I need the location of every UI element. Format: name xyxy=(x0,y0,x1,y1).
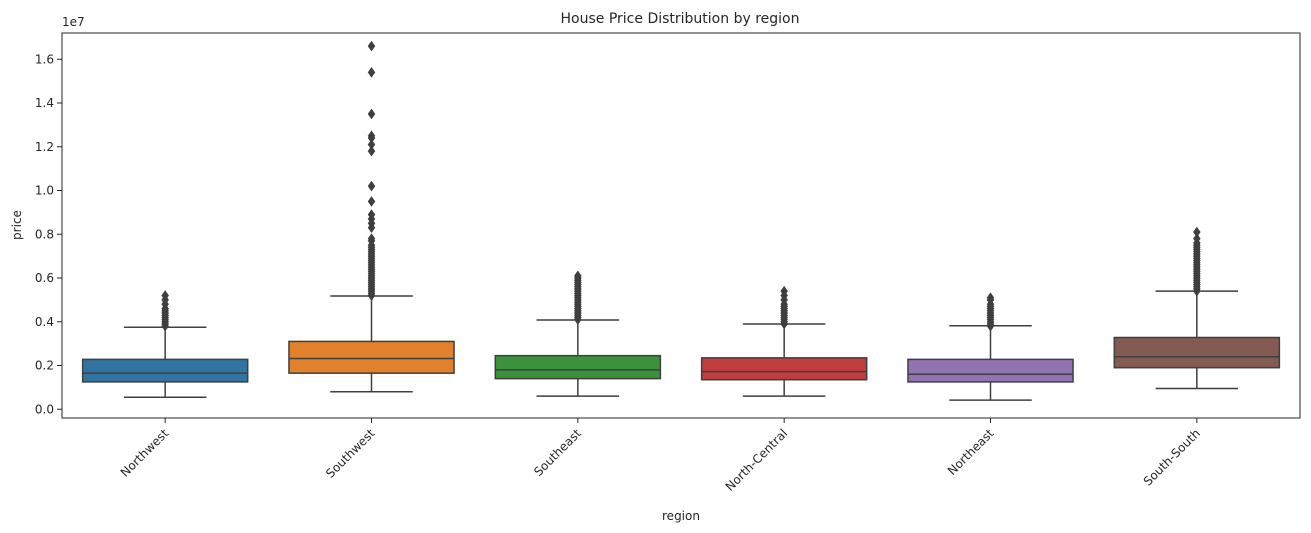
box-group-northeast xyxy=(907,292,1074,401)
outlier-point xyxy=(367,196,376,207)
outlier-point xyxy=(367,40,376,52)
outlier-point xyxy=(1193,233,1201,245)
box-iqr xyxy=(494,354,662,380)
box-iqr xyxy=(288,340,455,374)
x-tick-label: North-Central xyxy=(723,426,791,494)
box-iqr xyxy=(700,357,868,381)
outlier-point xyxy=(367,108,376,120)
outlier-point xyxy=(161,290,169,301)
y-tick-label: 1.4 xyxy=(35,96,54,110)
x-tick-label: Southeast xyxy=(531,426,584,479)
outlier-point xyxy=(574,270,582,282)
x-tick-label: South-South xyxy=(1141,426,1203,488)
box-group-southeast xyxy=(494,270,662,397)
outlier-point xyxy=(367,66,376,78)
outlier-point xyxy=(367,139,376,150)
outlier-point xyxy=(780,285,788,297)
y-tick-label: 0.4 xyxy=(35,315,54,329)
offset-exponent: 7 xyxy=(77,15,85,29)
outlier-point xyxy=(367,209,376,220)
outlier-point xyxy=(367,145,376,157)
y-tick-label: 1.6 xyxy=(35,52,54,66)
x-axis-label: region xyxy=(662,509,700,523)
chart-title: House Price Distribution by region xyxy=(561,11,800,27)
plot-frame xyxy=(61,32,1301,419)
box-group-southwest xyxy=(288,40,455,393)
box-iqr xyxy=(81,358,249,383)
y-axis-offset-label: 1e7 xyxy=(62,15,85,29)
outlier-point xyxy=(367,130,376,142)
outlier-point xyxy=(986,292,995,304)
box-group-south-south xyxy=(1113,226,1281,390)
outlier-point xyxy=(1193,226,1201,238)
offset-base: 1e xyxy=(62,15,77,29)
y-axis-label: price xyxy=(10,210,24,240)
x-tick-label: Northeast xyxy=(945,426,997,478)
y-tick-label: 0.2 xyxy=(35,359,54,373)
y-tick-label: 0.6 xyxy=(35,271,54,285)
y-tick-label: 0.0 xyxy=(35,402,54,416)
x-tick-label: Northwest xyxy=(118,426,172,480)
outlier-point xyxy=(367,180,376,192)
box-iqr xyxy=(907,358,1074,383)
y-tick-label: 1.0 xyxy=(35,184,54,198)
plot-area xyxy=(81,40,1281,401)
box-group-north-central xyxy=(700,285,868,397)
box-iqr xyxy=(1113,336,1281,369)
box-group-northwest xyxy=(81,290,249,398)
y-axis: 0.0 0.2 0.4 0.6 0.8 1.0 1.2 1.4 1.6 xyxy=(35,52,62,416)
x-tick-label: Southwest xyxy=(323,426,378,481)
outlier-point xyxy=(367,233,376,245)
y-tick-label: 0.8 xyxy=(35,227,54,241)
x-axis: Northwest Southwest Southeast North-Central… xyxy=(118,418,1203,494)
y-tick-label: 1.2 xyxy=(35,140,54,154)
